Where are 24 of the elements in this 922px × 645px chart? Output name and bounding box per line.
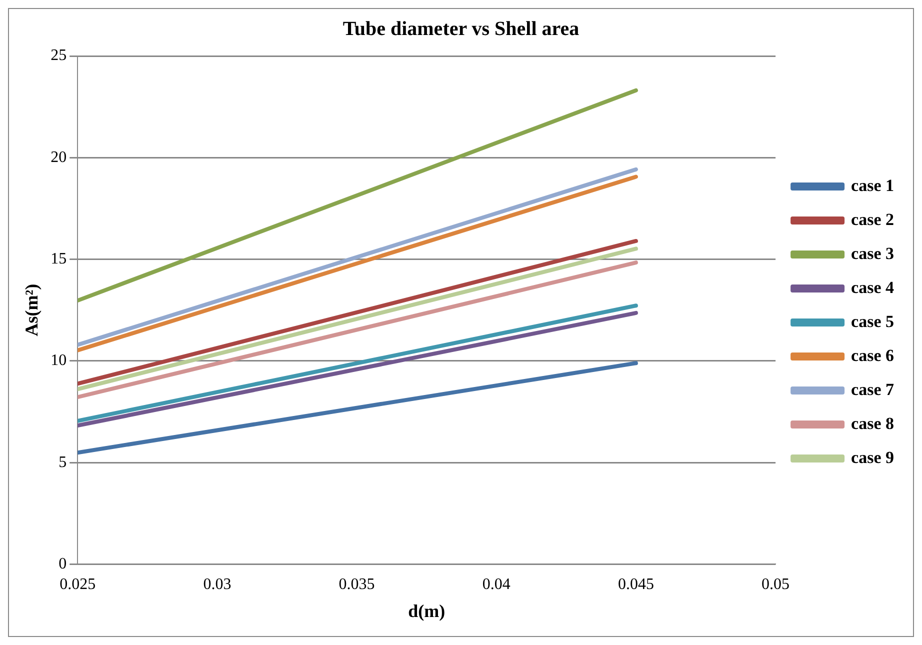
legend-label: case 8 xyxy=(851,414,894,433)
y-tick-label: 0 xyxy=(58,555,67,572)
x-tick-label: 0.035 xyxy=(338,576,375,594)
x-tick-label: 0.03 xyxy=(203,576,232,594)
legend-label: case 7 xyxy=(851,380,894,399)
x-tick-label: 0.05 xyxy=(762,576,790,594)
legend-label: case 1 xyxy=(851,176,894,195)
y-tick-label: 20 xyxy=(50,148,67,166)
y-tick-label: 15 xyxy=(50,250,67,268)
x-tick-label: 0.025 xyxy=(60,576,96,594)
x-axis-title: d(m) xyxy=(408,600,446,621)
y-tick-label: 25 xyxy=(50,47,67,64)
y-axis-title: As(m²) xyxy=(21,284,42,336)
legend-label: case 9 xyxy=(851,448,894,467)
y-tick-label: 10 xyxy=(50,352,67,370)
x-tick-label: 0.04 xyxy=(482,576,510,594)
legend-label: case 2 xyxy=(851,210,894,229)
x-tick-label: 0.045 xyxy=(618,576,654,594)
legend-label: case 5 xyxy=(851,312,894,331)
legend-label: case 4 xyxy=(851,278,894,297)
chart-title: Tube diameter vs Shell area xyxy=(342,18,580,40)
legend-label: case 3 xyxy=(851,244,894,263)
legend-label: case 6 xyxy=(851,346,894,365)
y-tick-label: 5 xyxy=(58,454,67,471)
